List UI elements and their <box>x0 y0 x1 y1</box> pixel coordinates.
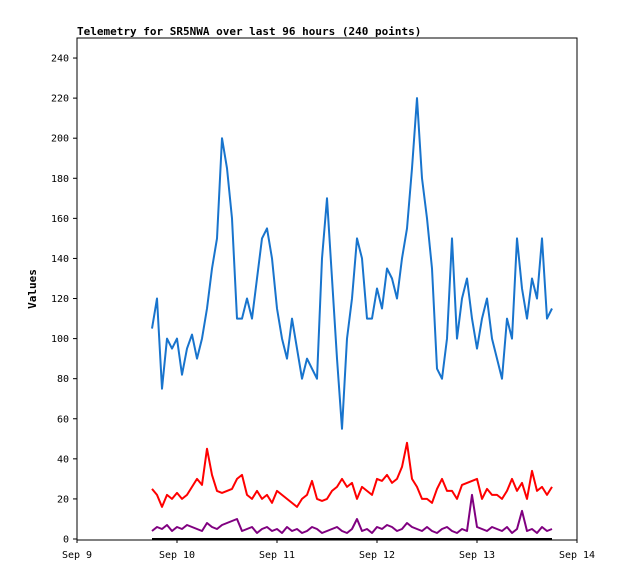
y-tick-label: 40 <box>57 454 69 465</box>
series-layer <box>151 97 553 540</box>
chart-title: Telemetry for SR5NWA over last 96 hours … <box>77 25 421 38</box>
y-tick-label: 100 <box>51 334 69 345</box>
x-tick-label: Sep 13 <box>459 550 495 561</box>
y-tick-label: 140 <box>51 254 69 265</box>
x-tick-label: Sep 9 <box>62 550 92 561</box>
y-tick-label: 80 <box>57 374 69 385</box>
y-tick-label: 220 <box>51 94 69 105</box>
x-axis: Sep 9 Sep 10 Sep 11 Sep 12 Sep 13 Sep 14 <box>62 539 595 561</box>
x-tick-label: Sep 14 <box>559 550 595 561</box>
y-axis-title: Values <box>26 269 39 309</box>
y-tick-label: 120 <box>51 294 69 305</box>
y-tick-label: 60 <box>57 414 69 425</box>
x-tick-label: Sep 11 <box>259 550 295 561</box>
series-line-1 <box>151 441 553 508</box>
y-tick-label: 0 <box>63 535 69 546</box>
x-tick-label: Sep 12 <box>359 550 395 561</box>
y-axis: 0 20 40 60 80 100 120 140 160 180 200 220 240 <box>51 54 77 546</box>
x-tick-label: Sep 10 <box>159 550 195 561</box>
y-tick-label: 200 <box>51 134 69 145</box>
plot-frame <box>76 37 578 541</box>
y-tick-label: 160 <box>51 214 69 225</box>
y-tick-label: 20 <box>57 494 69 505</box>
series-line-0 <box>151 97 553 430</box>
y-tick-label: 180 <box>51 174 69 185</box>
y-tick-label: 240 <box>51 54 69 65</box>
series-line-2 <box>151 493 553 534</box>
